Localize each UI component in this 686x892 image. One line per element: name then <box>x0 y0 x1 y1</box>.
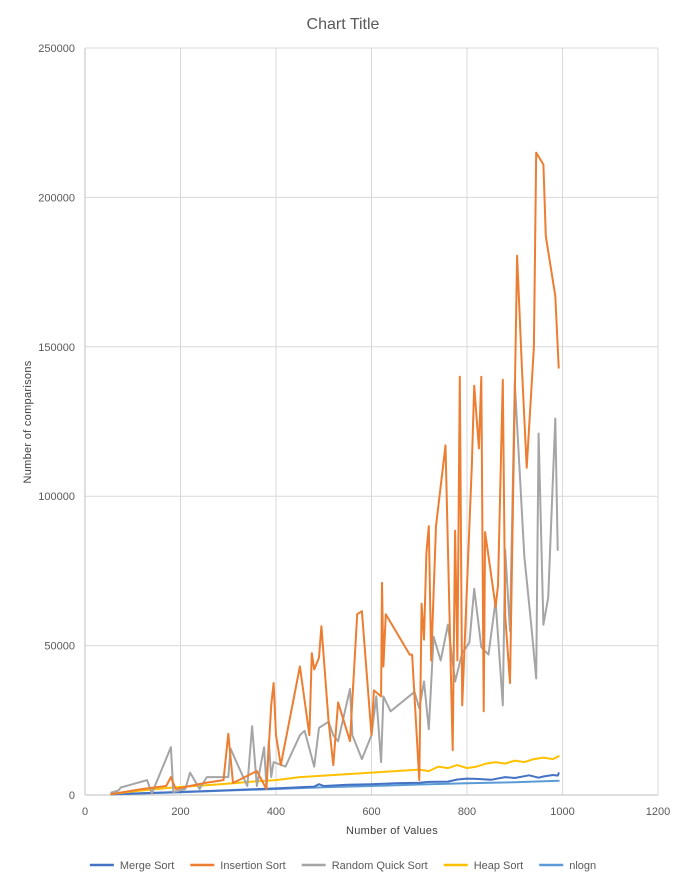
y-tick-label: 0 <box>69 790 75 802</box>
legend-item-heap-sort: Heap Sort <box>443 860 524 872</box>
legend-label: Insertion Sort <box>220 860 285 872</box>
y-tick-label: 100000 <box>38 491 75 503</box>
x-tick-label: 600 <box>362 806 380 818</box>
series-line-random-quick-sort <box>110 381 559 795</box>
x-tick-label: 200 <box>171 806 189 818</box>
series-lines <box>110 151 560 796</box>
chart-title: Chart Title <box>307 16 380 33</box>
legend-item-nlogn: nlogn <box>539 860 596 872</box>
legend-label: nlogn <box>569 860 596 872</box>
x-tick-label: 1200 <box>646 806 670 818</box>
series-line-insertion-sort <box>110 151 560 796</box>
gridlines <box>84 47 659 795</box>
x-tick-label: 800 <box>458 806 476 818</box>
legend-label: Random Quick Sort <box>332 860 428 872</box>
x-tick-label: 0 <box>82 806 88 818</box>
legend-item-insertion-sort: Insertion Sort <box>190 860 286 872</box>
x-axis-title: Number of Values <box>346 825 438 837</box>
x-tick-label: 400 <box>267 806 285 818</box>
legend: Merge Sort Insertion Sort Random Quick Sor… <box>89 860 596 872</box>
y-tick-label: 50000 <box>44 641 75 653</box>
legend-item-random-quick-sort: Random Quick Sort <box>301 860 428 872</box>
y-axis-title: Number of comparisons <box>22 360 34 483</box>
y-tick-label: 200000 <box>38 192 75 204</box>
y-tick-label: 250000 <box>38 43 75 55</box>
x-tick-label: 1000 <box>550 806 574 818</box>
legend-label: Merge Sort <box>120 860 174 872</box>
legend-item-merge-sort: Merge Sort <box>89 860 174 872</box>
legend-label: Heap Sort <box>474 860 524 872</box>
series-line-heap-sort <box>110 755 560 796</box>
series-line-merge-sort <box>110 772 560 796</box>
y-tick-label: 150000 <box>38 342 75 354</box>
axes: 0 50000 100000 150000 200000 250000 0 200 400 600… <box>38 43 670 818</box>
